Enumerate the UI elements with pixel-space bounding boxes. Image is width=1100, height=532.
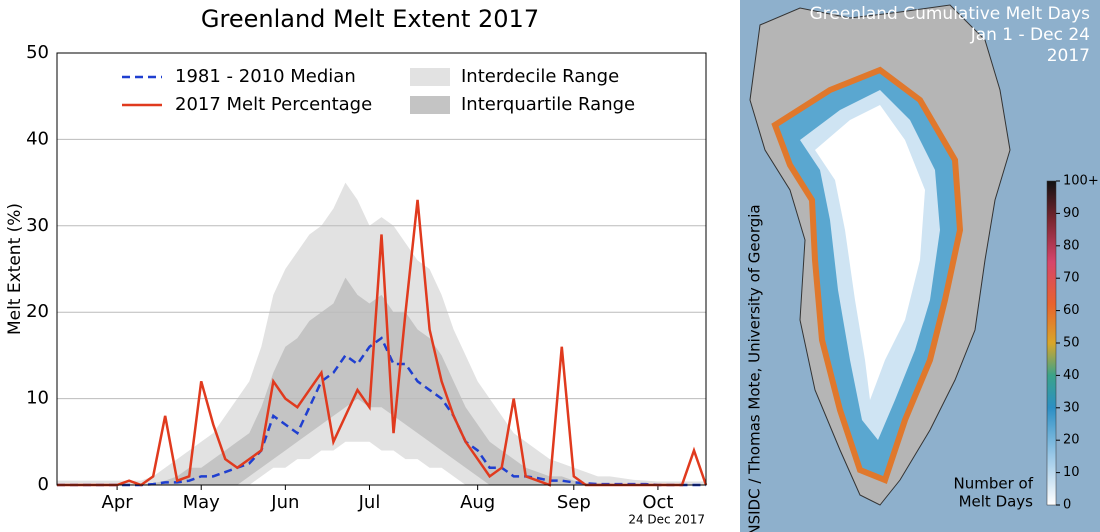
x-tick-label: Apr: [102, 492, 134, 513]
colorbar-label: Number of: [954, 475, 1034, 493]
x-tick-label: Aug: [460, 492, 495, 513]
colorbar-tick-label: 90: [1063, 206, 1080, 221]
series-line: [57, 336, 706, 487]
colorbar-label: Melt Days: [959, 493, 1034, 511]
colorbar-tick-label: 50: [1063, 336, 1080, 351]
date-note: 24 Dec 2017: [628, 513, 705, 527]
map-subtitle: Jan 1 - Dec 24: [970, 25, 1090, 45]
map-credit: NSIDC / Thomas Mote, University of Georg…: [746, 204, 764, 532]
legend-label: Interdecile Range: [461, 66, 619, 87]
colorbar-tick-label: 0: [1063, 498, 1071, 513]
plot-frame: [56, 52, 707, 486]
legend-label: 1981 - 2010 Median: [175, 66, 356, 87]
colorbar-tick-label: 20: [1063, 433, 1080, 448]
y-tick-label: 50: [26, 42, 49, 63]
x-tick-label: Sep: [557, 492, 591, 513]
legend-swatch: [410, 96, 450, 114]
colorbar-tick-label: 70: [1063, 271, 1080, 286]
range-band: [57, 277, 706, 485]
legend-label: Interquartile Range: [461, 94, 635, 115]
no-melt-zone: [815, 105, 925, 400]
colorbar: [1046, 180, 1057, 506]
y-tick-label: 30: [26, 215, 49, 236]
colorbar-tick-label: 100+: [1063, 174, 1099, 189]
y-tick-label: 10: [26, 388, 49, 409]
colorbar-tick-label: 40: [1063, 368, 1080, 383]
y-tick-label: 20: [26, 301, 49, 322]
map-year: 2017: [1047, 46, 1090, 66]
y-tick-label: 0: [38, 474, 49, 495]
legend-swatch: [410, 68, 450, 86]
y-tick-label: 40: [26, 128, 49, 149]
colorbar-tick-label: 80: [1063, 238, 1080, 253]
x-tick-label: Jun: [270, 492, 299, 513]
x-tick-label: May: [183, 492, 221, 513]
colorbar-tick-label: 10: [1063, 465, 1080, 480]
legend-label: 2017 Melt Percentage: [175, 94, 372, 115]
x-tick-label: Jul: [358, 492, 381, 513]
chart-title: Greenland Melt Extent 2017: [201, 5, 539, 33]
x-tick-label: Oct: [642, 492, 673, 513]
legend: 1981 - 2010 Median 2017 Melt Percentage …: [175, 66, 635, 115]
y-axis-label: Melt Extent (%): [5, 203, 25, 335]
colorbar-tick-label: 60: [1063, 303, 1080, 318]
map-title: Greenland Cumulative Melt Days: [810, 4, 1091, 24]
colorbar-tick-label: 30: [1063, 400, 1080, 415]
